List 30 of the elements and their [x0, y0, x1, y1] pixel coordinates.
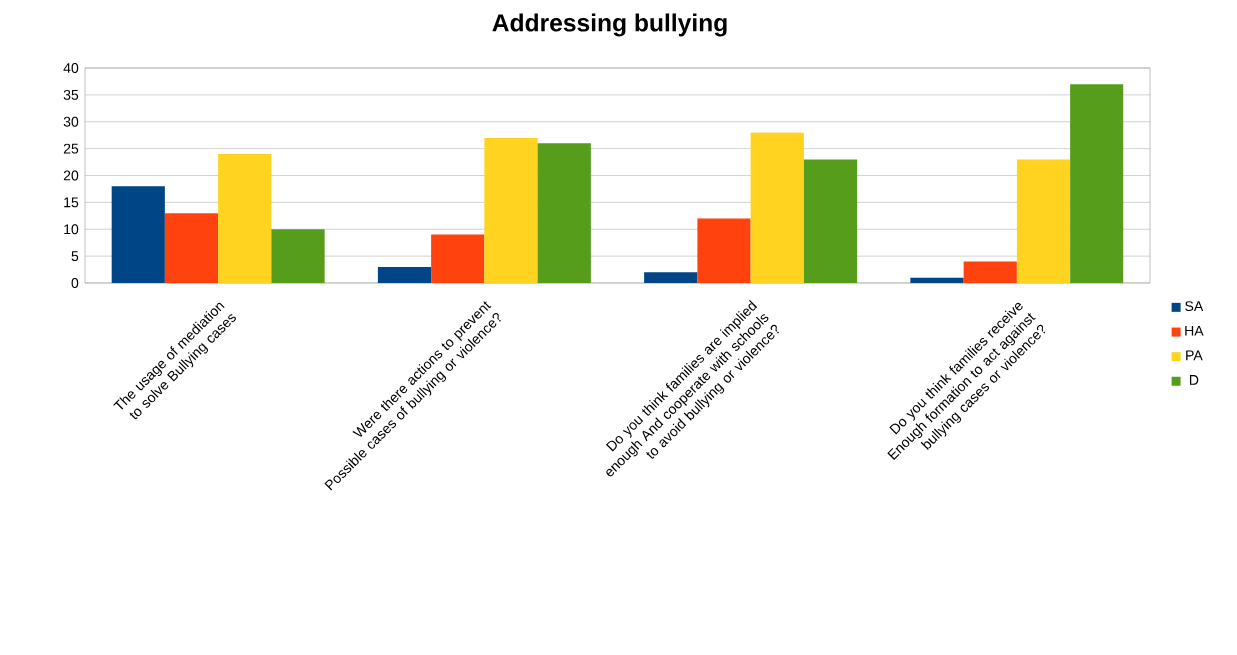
- bar: [750, 132, 804, 283]
- y-tick-label: 5: [71, 251, 79, 262]
- bar: [537, 143, 591, 283]
- bar: [164, 213, 219, 283]
- bar: [271, 229, 325, 283]
- y-tick-label: 20: [63, 170, 79, 181]
- bar: [218, 154, 272, 283]
- chart-title: Addressing bullying: [492, 13, 727, 37]
- bar: [111, 186, 165, 283]
- bar: [431, 234, 485, 283]
- bar: [910, 277, 964, 283]
- bar: [803, 159, 858, 283]
- legend-label: HA: [1185, 325, 1204, 336]
- bar: [644, 272, 698, 283]
- y-tick-label: 35: [63, 89, 79, 100]
- y-tick-label: 15: [64, 197, 79, 208]
- y-tick-label: 30: [63, 116, 79, 127]
- bar: [1070, 84, 1124, 283]
- bar: [963, 261, 1017, 283]
- bar: [484, 137, 538, 283]
- bar: [377, 266, 432, 283]
- y-tick-label: 0: [71, 278, 79, 288]
- bar: [1016, 159, 1071, 283]
- legend-label: D: [1189, 375, 1199, 385]
- y-tick-label: 40: [63, 63, 79, 73]
- bar: [697, 218, 751, 283]
- y-tick-label: 25: [63, 143, 79, 154]
- legend-label: PA: [1186, 350, 1203, 361]
- y-tick-label: 10: [64, 224, 79, 235]
- legend-label: SA: [1185, 301, 1204, 312]
